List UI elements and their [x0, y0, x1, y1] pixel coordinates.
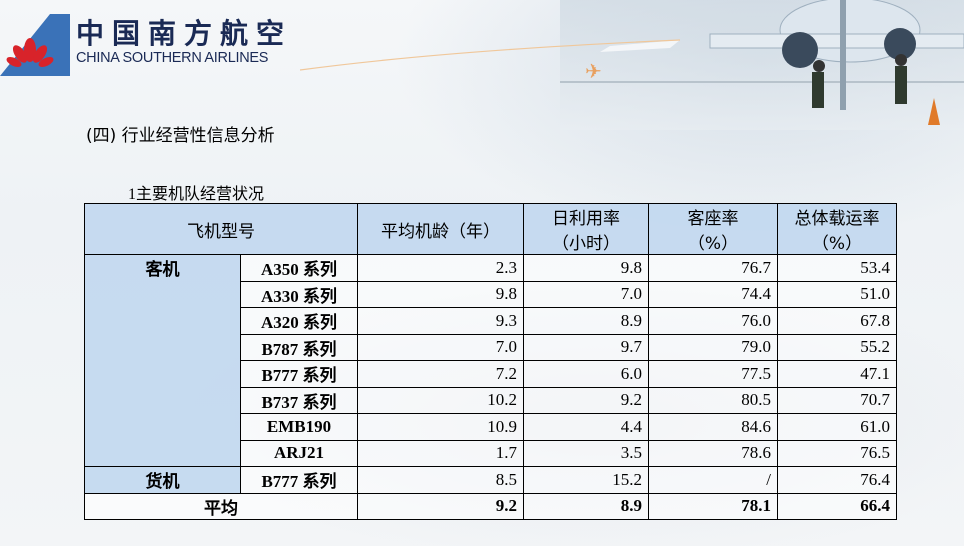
table-row: B777 系列 7.2 6.0 77.5 47.1	[85, 360, 897, 388]
model-cell: B777 系列	[240, 466, 358, 494]
load-cell: 78.6	[648, 439, 778, 467]
model-cell: B787 系列	[240, 333, 358, 361]
model-suffix: 系列	[302, 392, 337, 413]
model-code: A350	[260, 260, 299, 280]
total-cell: 53.4	[777, 254, 897, 282]
model-code: B777	[261, 472, 299, 492]
model-cell: ARJ21	[240, 439, 358, 467]
airline-logo: 中国南方航空 CHINA SOUTHERN AIRLINES	[0, 10, 300, 80]
header-util-line2: （小时）	[552, 234, 620, 254]
util-cell: 9.7	[523, 333, 649, 361]
age-cell: 8.5	[357, 466, 524, 494]
util-cell: 9.8	[523, 254, 649, 282]
model-code: B777	[261, 366, 299, 386]
brand-name-cn: 中国南方航空	[76, 17, 293, 50]
age-cell: 7.2	[357, 360, 524, 388]
header-util-line1: 日利用率	[552, 209, 620, 229]
avg-total-cell: 66.4	[777, 492, 897, 520]
total-cell: 70.7	[777, 386, 897, 414]
header-load-factor: 客座率 （%）	[648, 203, 778, 255]
table-row: B737 系列 10.2 9.2 80.5 70.7	[85, 386, 897, 414]
fleet-operations-table: 飞机型号 平均机龄（年） 日利用率 （小时） 客座率 （%） 总体载运率 （%）…	[84, 203, 897, 520]
total-cell: 55.2	[777, 333, 897, 361]
svg-text:✈: ✈	[585, 59, 602, 83]
table-row: ARJ21 1.7 3.5 78.6 76.5	[85, 439, 897, 467]
util-cell: 9.2	[523, 386, 649, 414]
group-passenger: 客机	[84, 254, 241, 467]
subsection-number: 1	[128, 186, 136, 203]
util-cell: 4.4	[523, 413, 649, 441]
model-cell: A330 系列	[240, 280, 358, 308]
table-header-row: 飞机型号 平均机龄（年） 日利用率 （小时） 客座率 （%） 总体载运率 （%）	[84, 203, 897, 255]
total-cell: 51.0	[777, 280, 897, 308]
model-suffix: 系列	[302, 366, 337, 387]
load-cell: 74.4	[648, 280, 778, 308]
average-label: 平均	[84, 492, 358, 520]
avg-load-cell: 78.1	[648, 492, 778, 520]
header-average-age: 平均机龄（年）	[357, 203, 524, 255]
group-cargo: 货机	[84, 466, 241, 494]
kapok-flower-icon	[0, 14, 70, 76]
table-row-cargo: 货机 B777 系列 8.5 15.2 / 76.4	[84, 466, 897, 494]
util-cell: 15.2	[523, 466, 649, 494]
flight-path-line: ✈	[300, 39, 680, 83]
table-row: 客机 A350 系列 2.3 9.8 76.7 53.4	[84, 254, 897, 467]
avg-util-cell: 8.9	[523, 492, 649, 520]
section-title: (四) 行业经营性信息分析	[86, 126, 275, 146]
model-code: A320	[260, 313, 299, 333]
util-cell: 3.5	[523, 439, 649, 467]
subsection-text: 主要机队经营状况	[136, 184, 265, 203]
age-cell: 7.0	[357, 333, 524, 361]
model-cell: B777 系列	[240, 360, 358, 388]
load-cell: 76.7	[648, 254, 778, 282]
avg-age-cell: 9.2	[357, 492, 524, 520]
model-code: B737	[261, 392, 299, 412]
load-cell: 79.0	[648, 333, 778, 361]
subsection-title: 1主要机队经营状况	[86, 180, 264, 204]
age-cell: 2.3	[357, 254, 524, 282]
util-cell: 7.0	[523, 280, 649, 308]
total-cell: 76.4	[777, 466, 897, 494]
model-cell: A350 系列	[240, 254, 358, 282]
table-row: EMB190 10.9 4.4 84.6 61.0	[85, 413, 897, 441]
model-code: EMB190	[266, 416, 332, 436]
model-suffix: 系列	[302, 339, 337, 360]
model-cell: B737 系列	[240, 386, 358, 414]
age-cell: 9.3	[357, 307, 524, 335]
load-cell: 84.6	[648, 413, 778, 441]
load-cell: 76.0	[648, 307, 778, 335]
age-cell: 9.8	[357, 280, 524, 308]
age-cell: 10.2	[357, 386, 524, 414]
header-total-load-factor: 总体载运率 （%）	[777, 203, 897, 255]
util-cell: 8.9	[523, 307, 649, 335]
header-load-line2: （%）	[687, 234, 739, 254]
header-load-line1: 客座率	[687, 209, 739, 229]
total-cell: 47.1	[777, 360, 897, 388]
total-cell: 67.8	[777, 307, 897, 335]
model-suffix: 系列	[302, 472, 337, 493]
age-cell: 10.9	[357, 413, 524, 441]
airplane-photo	[560, 0, 964, 130]
header-daily-utilization: 日利用率 （小时）	[523, 203, 649, 255]
header-total-line1: 总体载运率	[794, 209, 880, 229]
model-code: A330	[260, 286, 299, 306]
model-suffix: 系列	[303, 260, 338, 281]
model-cell: A320 系列	[240, 307, 358, 335]
model-code: B787	[261, 339, 299, 359]
model-code: ARJ21	[273, 443, 325, 463]
model-cell: EMB190	[240, 413, 358, 441]
load-cell: /	[648, 466, 778, 494]
model-suffix: 系列	[303, 286, 338, 307]
total-cell: 61.0	[777, 413, 897, 441]
model-suffix: 系列	[303, 313, 338, 334]
age-cell: 1.7	[357, 439, 524, 467]
table-row-average: 平均 9.2 8.9 78.1 66.4	[84, 492, 897, 520]
total-cell: 76.5	[777, 439, 897, 467]
header-aircraft-type: 飞机型号	[84, 203, 358, 255]
header-total-line2: （%）	[811, 234, 863, 254]
util-cell: 6.0	[523, 360, 649, 388]
load-cell: 77.5	[648, 360, 778, 388]
brand-name-en: CHINA SOUTHERN AIRLINES	[76, 50, 269, 66]
load-cell: 80.5	[648, 386, 778, 414]
